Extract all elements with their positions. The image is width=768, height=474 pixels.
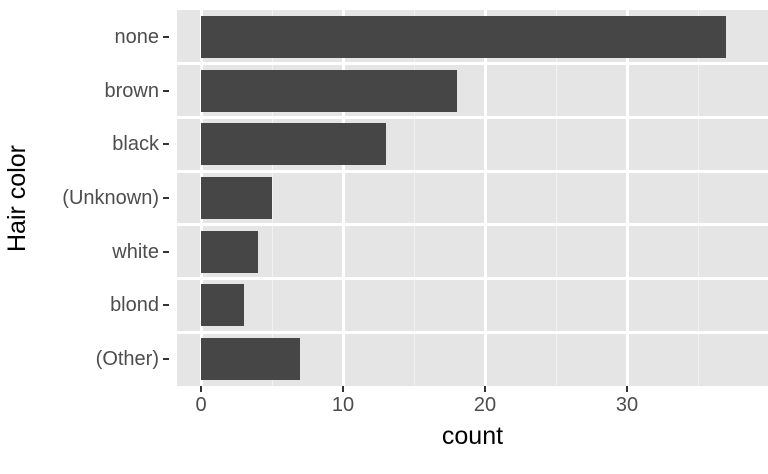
plot-panel bbox=[177, 10, 768, 386]
y-axis-tick-label: blond bbox=[110, 294, 159, 317]
bar bbox=[201, 338, 301, 381]
bar bbox=[201, 123, 386, 166]
grid-line-major-horizontal bbox=[177, 62, 768, 66]
y-axis-tick-label: none bbox=[114, 25, 160, 48]
grid-line-major bbox=[483, 10, 487, 386]
x-axis-tick-label: 20 bbox=[473, 394, 497, 416]
y-axis-tick-mark bbox=[163, 143, 169, 146]
x-axis-tick-mark bbox=[484, 386, 486, 392]
grid-line-major-horizontal bbox=[177, 169, 768, 173]
grid-line-minor bbox=[271, 10, 273, 386]
bar bbox=[201, 69, 457, 112]
grid-line-major bbox=[341, 10, 345, 386]
x-axis-tick-mark bbox=[200, 386, 202, 392]
bar bbox=[201, 284, 244, 327]
x-axis-tick-mark bbox=[626, 386, 628, 392]
y-axis-tick-label: (Unknown) bbox=[62, 187, 159, 209]
grid-line-minor bbox=[555, 10, 557, 386]
y-axis-tick-mark bbox=[163, 197, 169, 199]
grid-line-major-horizontal bbox=[177, 330, 768, 334]
y-axis-title: Hair color bbox=[0, 0, 34, 396]
grid-line-major-horizontal bbox=[177, 277, 768, 281]
y-axis-tick-label: black bbox=[112, 133, 159, 156]
bar bbox=[201, 15, 727, 58]
grid-line-major bbox=[625, 10, 629, 386]
grid-line-minor bbox=[413, 10, 415, 386]
grid-line-major-horizontal bbox=[177, 223, 768, 227]
y-axis-tick-label: brown bbox=[104, 79, 159, 102]
x-axis-title-text: count bbox=[441, 422, 504, 450]
grid-line-minor bbox=[697, 10, 699, 386]
x-axis-tick-label: 0 bbox=[195, 394, 207, 416]
y-axis-tick-mark bbox=[163, 250, 169, 253]
y-axis-tick-mark bbox=[163, 304, 169, 307]
x-axis-title: count bbox=[177, 424, 768, 449]
y-axis-title-text: Hair color bbox=[2, 144, 31, 252]
x-axis-tick-mark bbox=[342, 386, 344, 392]
x-axis-tick-label: 10 bbox=[331, 394, 355, 416]
bar bbox=[201, 177, 272, 219]
y-axis-tick-labels: none brown black (Unknown) white blond (Other) bbox=[34, 10, 169, 386]
y-axis-tick-mark bbox=[163, 358, 169, 361]
x-axis-tick-label: 30 bbox=[615, 394, 639, 416]
bar bbox=[201, 230, 258, 273]
y-axis-tick-mark bbox=[163, 35, 169, 38]
x-axis: 0 10 20 30 bbox=[177, 386, 768, 424]
y-axis-tick-label: white bbox=[112, 240, 159, 263]
grid-line-major-horizontal bbox=[177, 115, 768, 119]
y-axis-tick-label: (Other) bbox=[95, 348, 159, 371]
y-axis-tick-mark bbox=[163, 89, 169, 92]
